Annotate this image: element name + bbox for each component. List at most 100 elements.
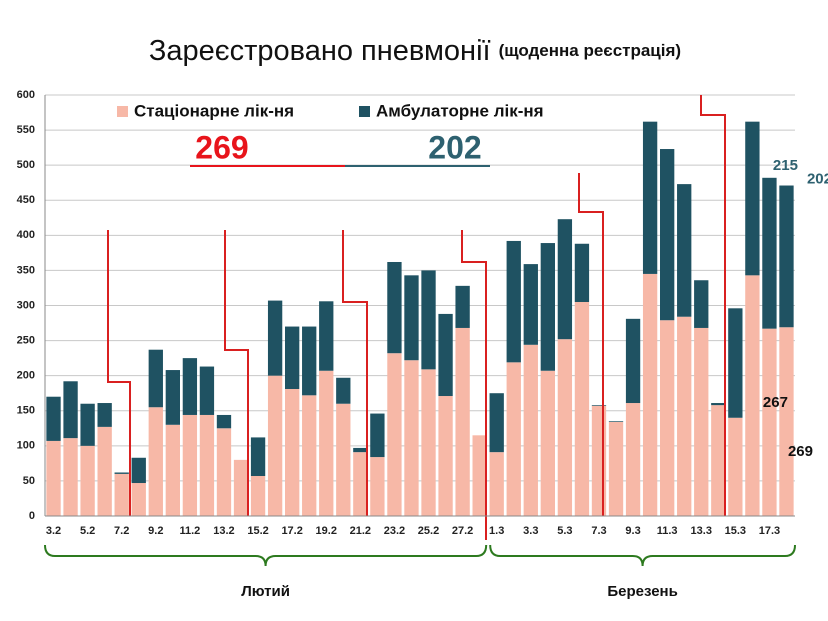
y-tick-label: 150 (17, 405, 35, 417)
subtitle: (щоденна реєстрація) (499, 41, 682, 60)
y-tick-label: 450 (17, 194, 35, 206)
bar-segment (506, 362, 521, 516)
divider (578, 173, 604, 516)
x-tick-label: 1.3 (489, 525, 504, 537)
x-tick-label: 15.3 (725, 525, 746, 537)
x-tick-label: 27.2 (452, 525, 473, 537)
bar-segment (762, 328, 777, 516)
bar-segment (779, 327, 794, 516)
bar-segment (557, 339, 573, 516)
bar-segment (489, 452, 504, 516)
bar-segment (660, 320, 675, 516)
annotation: 269 (195, 129, 248, 165)
x-tick-label: 11.2 (179, 525, 200, 537)
y-tick-label: 400 (17, 229, 35, 241)
bar-segment (250, 476, 266, 516)
x-tick-label: 3.3 (523, 525, 538, 537)
bar-segment (199, 366, 215, 415)
bar-segment (625, 403, 641, 516)
bar-segment (745, 121, 760, 276)
bar-segment (63, 381, 78, 439)
bar-segment (574, 301, 590, 516)
divider (224, 230, 249, 516)
bar-segment (642, 273, 658, 516)
bar-segment (336, 403, 351, 516)
month-label: Березень (607, 583, 678, 600)
bar-segment (591, 405, 607, 406)
bar-segment (625, 318, 641, 404)
bar-segment (182, 414, 198, 516)
bar-segment (472, 435, 487, 516)
bar-segment (779, 185, 794, 328)
bar-segment (677, 316, 692, 516)
x-tick-label: 5.2 (80, 525, 95, 537)
bar-segment (438, 396, 453, 516)
bar-segment (455, 285, 470, 328)
y-tick-label: 300 (17, 299, 35, 311)
bar-segment (148, 349, 163, 408)
y-tick-label: 100 (17, 440, 35, 452)
x-tick-label: 7.3 (591, 525, 606, 537)
x-tick-label: 7.2 (114, 525, 129, 537)
bar-segment (233, 459, 249, 516)
divider (700, 95, 726, 516)
value-label: 202 (807, 170, 828, 187)
bar-segment (285, 326, 300, 389)
bar-segment (250, 437, 266, 477)
legend-label: Стаціонарне лік-ня (134, 101, 294, 120)
x-tick-label: 3.2 (46, 525, 61, 537)
bar-segment (319, 301, 334, 371)
bar-segment (267, 375, 283, 516)
bar-segment (694, 280, 709, 328)
bar-segment (353, 452, 368, 516)
bar-segment (216, 428, 232, 516)
bar-segment (660, 149, 675, 321)
chart-title: Зареєстровано пневмонії (щоденна реєстрац… (149, 35, 681, 67)
bar-segment (370, 413, 385, 458)
x-tick-label: 17.2 (281, 525, 302, 537)
title-text: Зареєстровано пневмонії (149, 35, 491, 67)
bar-segment (97, 403, 112, 427)
x-tick-label: 13.2 (213, 525, 234, 537)
value-label: 267 (763, 394, 788, 411)
bar-segment (285, 388, 300, 516)
bar-segment (728, 308, 743, 418)
month-bracket (44, 544, 488, 567)
bar-segment (46, 396, 61, 441)
value-label: 215 (773, 157, 798, 174)
week-dividers (107, 95, 726, 540)
bar-segment (711, 405, 726, 516)
x-tick-label: 9.2 (148, 525, 163, 537)
y-tick-label: 250 (17, 334, 35, 346)
bar-segment (131, 483, 146, 516)
y-tick-label: 0 (29, 510, 35, 522)
x-tick-label: 23.2 (384, 525, 405, 537)
bar-segment (80, 445, 95, 516)
divider (461, 230, 487, 540)
month-label: Лютий (241, 583, 290, 600)
x-tick-label: 17.3 (759, 525, 780, 537)
divider (342, 230, 368, 516)
bar-segment (523, 344, 538, 516)
x-tick-label: 15.2 (247, 525, 268, 537)
bar-segment (148, 407, 163, 516)
bar-segment (438, 313, 453, 397)
legend-swatch (117, 106, 128, 117)
bar-segment (642, 121, 658, 274)
bar-segment (97, 426, 112, 516)
y-tick-label: 200 (17, 370, 35, 382)
annotation: 202 (428, 129, 481, 165)
bar-segment (165, 424, 180, 516)
x-tick-label: 25.2 (418, 525, 439, 537)
bar-segment (370, 457, 385, 516)
bar-segment (745, 275, 760, 516)
bar-segment (404, 275, 419, 361)
y-tick-label: 600 (17, 89, 35, 101)
bar-segment (165, 370, 180, 425)
bar-segment (421, 369, 436, 516)
bar-segment (608, 421, 624, 422)
x-tick-label: 13.3 (691, 525, 712, 537)
x-tick-label: 19.2 (316, 525, 337, 537)
bar-segment (80, 403, 95, 446)
y-tick-label: 350 (17, 264, 35, 276)
